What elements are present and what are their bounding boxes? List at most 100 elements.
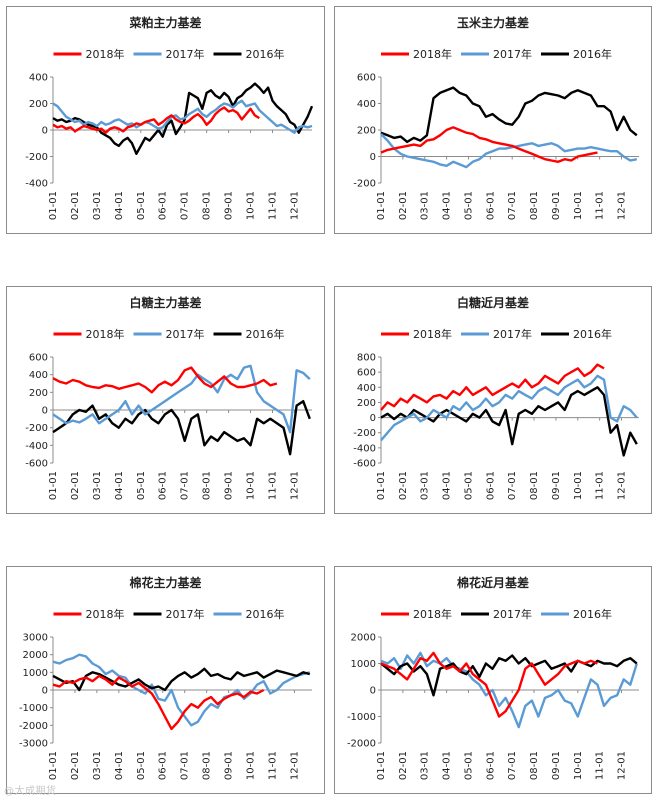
x-tick-label: 05-01 [136, 751, 147, 780]
watermark-logo: @大成期货 [4, 786, 57, 797]
y-tick-label: -200 [25, 152, 48, 163]
x-tick-label: 12-01 [617, 191, 628, 220]
y-tick-label: -200 [353, 179, 376, 190]
x-tick-label: 06-01 [158, 191, 169, 220]
y-tick-label: 1000 [23, 668, 48, 679]
x-tick-label: 10-01 [246, 471, 257, 500]
x-tick-label: 09-01 [224, 191, 235, 220]
x-tick-label: 07-01 [507, 751, 518, 780]
x-tick-label: 12-01 [289, 191, 300, 220]
y-tick-label: 400 [29, 370, 48, 381]
x-tick-label: 02-01 [398, 191, 409, 220]
x-tick-label: 11-01 [595, 471, 606, 500]
x-tick-label: 04-01 [114, 471, 125, 500]
x-tick-label: 02-01 [398, 751, 409, 780]
x-tick-label: 07-01 [180, 191, 191, 220]
x-tick-label: 08-01 [202, 751, 213, 780]
x-tick-label: 01-01 [48, 471, 59, 500]
y-tick-label: 600 [357, 368, 376, 379]
series-line-2017年 [52, 667, 311, 692]
x-tick-label: 12-01 [617, 751, 628, 780]
legend-label: 2018年 [413, 607, 452, 621]
y-tick-label: -3000 [19, 739, 48, 750]
chart-svg: 棉花主力基差 2018年 2017年 2016年 3000 2000 1000 0 -1000 -… [19, 575, 312, 780]
x-tick-label: 01-01 [48, 191, 59, 220]
y-tick-label: -600 [353, 459, 376, 470]
chart-panel-2: 玉米主力基差 2018年 2017年 2016年 600 400 200 0 -200 01-01… [334, 6, 652, 234]
chart-title: 棉花近月基差 [457, 575, 529, 590]
chart-panel-4: 白糖近月基差 2018年 2017年 2016年 800 600 400 200 0 -200 -4… [334, 286, 652, 514]
chart-title: 玉米主力基差 [457, 15, 529, 30]
y-tick-label: 3000 [23, 633, 48, 644]
x-tick-label: 02-01 [70, 191, 81, 220]
x-tick-label: 12-01 [289, 751, 300, 780]
series-line-2018年 [52, 106, 260, 134]
y-tick-label: -400 [25, 179, 48, 190]
x-tick-label: 06-01 [158, 471, 169, 500]
x-tick-label: 09-01 [551, 191, 562, 220]
x-tick-label: 10-01 [246, 751, 257, 780]
series-line-2017年 [380, 374, 638, 442]
x-tick-label: 01-01 [48, 751, 59, 780]
x-tick-label: 02-01 [70, 471, 81, 500]
chart-title: 棉花主力基差 [129, 575, 201, 590]
y-tick-label: 200 [29, 388, 48, 399]
legend-label: 2016年 [246, 607, 285, 621]
x-tick-label: 06-01 [485, 471, 496, 500]
x-tick-label: 03-01 [92, 191, 103, 220]
x-tick-label: 07-01 [507, 471, 518, 500]
x-tick-label: 11-01 [595, 751, 606, 780]
series-line-2017年 [380, 654, 638, 697]
legend-label: 2018年 [413, 47, 452, 61]
y-tick-label: 400 [357, 99, 376, 110]
y-tick-label: 2000 [23, 650, 48, 661]
legend-label: 2016年 [573, 327, 612, 341]
legend-label: 2016年 [573, 607, 612, 621]
legend-label: 2018年 [86, 607, 125, 621]
chart-title: 菜粕主力基差 [128, 15, 201, 30]
x-tick-label: 01-01 [376, 471, 387, 500]
y-tick-label: 2000 [351, 633, 376, 644]
series-line-2017年 [52, 99, 313, 134]
x-tick-label: 05-01 [136, 471, 147, 500]
x-tick-label: 06-01 [158, 751, 169, 780]
y-tick-label: 400 [357, 383, 376, 394]
y-tick-label: 0 [42, 406, 48, 417]
x-tick-label: 11-01 [595, 191, 606, 220]
x-tick-label: 05-01 [463, 471, 474, 500]
x-tick-label: 04-01 [442, 471, 453, 500]
chart-title: 白糖主力基差 [129, 295, 201, 310]
legend-label: 2018年 [413, 327, 452, 341]
x-tick-label: 03-01 [420, 751, 431, 780]
y-tick-label: 800 [357, 353, 376, 364]
series-line-2016年 [380, 86, 638, 144]
x-tick-label: 05-01 [463, 751, 474, 780]
series-line-2016年 [52, 399, 311, 456]
chart-svg: 白糖主力基差 2018年 2017年 2016年 600 400 200 0 -200 -400 -… [25, 295, 312, 500]
x-tick-label: 11-01 [267, 751, 278, 780]
x-tick-label: 09-01 [224, 471, 235, 500]
x-tick-label: 04-01 [114, 751, 125, 780]
y-tick-label: -200 [25, 423, 48, 434]
series-line-2017年 [52, 364, 311, 434]
x-tick-label: 08-01 [202, 471, 213, 500]
y-tick-label: 200 [357, 398, 376, 409]
y-tick-label: 1000 [351, 659, 376, 670]
legend-label: 2017年 [166, 47, 205, 61]
y-tick-label: 0 [42, 126, 48, 137]
chart-svg: 玉米主力基差 2018年 2017年 2016年 600 400 200 0 -20001-01… [353, 15, 639, 220]
x-tick-label: 11-01 [267, 191, 278, 220]
chart-panel-1: 菜粕主力基差 2018年 2017年 2016年 400 200 0 -200 -400 01-0… [6, 6, 325, 234]
series-line-2018年 [380, 126, 598, 164]
legend-label: 2017年 [493, 327, 532, 341]
x-tick-label: 09-01 [551, 471, 562, 500]
x-tick-label: 09-01 [551, 751, 562, 780]
x-tick-label: 03-01 [92, 751, 103, 780]
y-tick-label: 200 [29, 99, 48, 110]
x-tick-label: 10-01 [246, 191, 257, 220]
legend-label: 2018年 [86, 327, 125, 341]
legend-label: 2017年 [493, 47, 532, 61]
x-tick-label: 01-01 [376, 751, 387, 780]
x-tick-label: 01-01 [376, 191, 387, 220]
y-tick-label: -1000 [19, 703, 48, 714]
